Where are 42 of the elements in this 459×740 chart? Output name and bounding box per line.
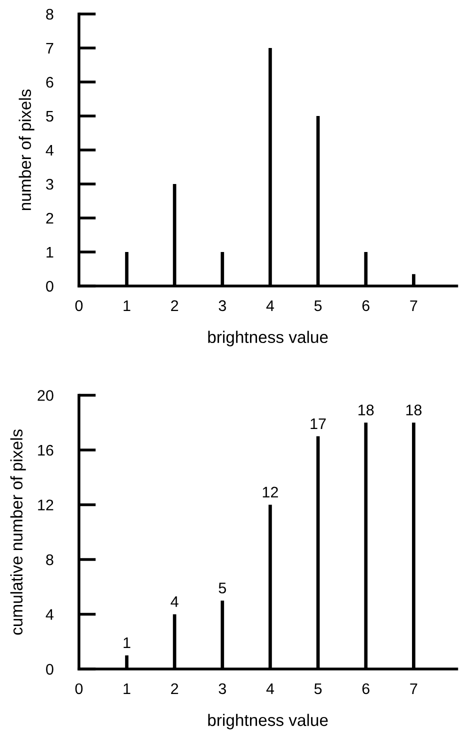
x-axis-title: brightness value bbox=[208, 714, 328, 730]
y-tick-label: 6 bbox=[46, 76, 54, 88]
y-tick-label: 7 bbox=[46, 43, 54, 54]
x-axis-title: brightness value bbox=[208, 330, 328, 346]
x-tick-label: 6 bbox=[362, 683, 370, 694]
data-label: 1 bbox=[124, 637, 130, 648]
x-tick-label: 2 bbox=[171, 300, 178, 311]
y-tick-label: 0 bbox=[46, 664, 54, 675]
y-tick-label: 3 bbox=[46, 178, 54, 190]
y-tick-label: 2 bbox=[46, 212, 54, 224]
x-tick-label: 1 bbox=[124, 300, 130, 311]
x-tick-label: 3 bbox=[218, 300, 226, 312]
x-tick-label: 7 bbox=[410, 683, 418, 694]
data-label: 12 bbox=[262, 486, 278, 498]
x-tick-label: 0 bbox=[75, 300, 83, 312]
x-tick-label: 5 bbox=[314, 300, 322, 312]
x-tick-label: 6 bbox=[362, 300, 370, 312]
x-tick-label: 4 bbox=[266, 683, 274, 694]
data-label: 17 bbox=[310, 418, 326, 429]
x-tick-label: 5 bbox=[314, 683, 322, 694]
y-tick-label: 5 bbox=[46, 111, 54, 122]
y-tick-label: 16 bbox=[38, 444, 54, 456]
x-tick-label: 2 bbox=[171, 683, 178, 694]
y-tick-label: 4 bbox=[46, 145, 54, 156]
y-axis-title: number of pixels bbox=[18, 89, 34, 210]
x-tick-label: 1 bbox=[124, 683, 130, 694]
x-tick-label: 7 bbox=[410, 300, 418, 311]
y-tick-label: 20 bbox=[38, 390, 54, 401]
data-label: 4 bbox=[170, 596, 178, 607]
y-tick-label: 12 bbox=[38, 500, 54, 510]
x-tick-label: 4 bbox=[266, 300, 274, 311]
y-tick-label: 0 bbox=[46, 280, 54, 292]
x-tick-label: 3 bbox=[218, 683, 226, 694]
data-label: 18 bbox=[406, 404, 422, 416]
data-label: 5 bbox=[218, 582, 226, 594]
y-tick-label: 8 bbox=[46, 554, 54, 566]
y-tick-label: 4 bbox=[46, 609, 54, 620]
data-label: 18 bbox=[358, 404, 374, 416]
y-axis-title: cumulative number of pixels bbox=[10, 429, 26, 635]
y-tick-label: 8 bbox=[46, 8, 54, 20]
y-tick-label: 1 bbox=[46, 247, 54, 258]
x-tick-label: 0 bbox=[75, 683, 83, 694]
